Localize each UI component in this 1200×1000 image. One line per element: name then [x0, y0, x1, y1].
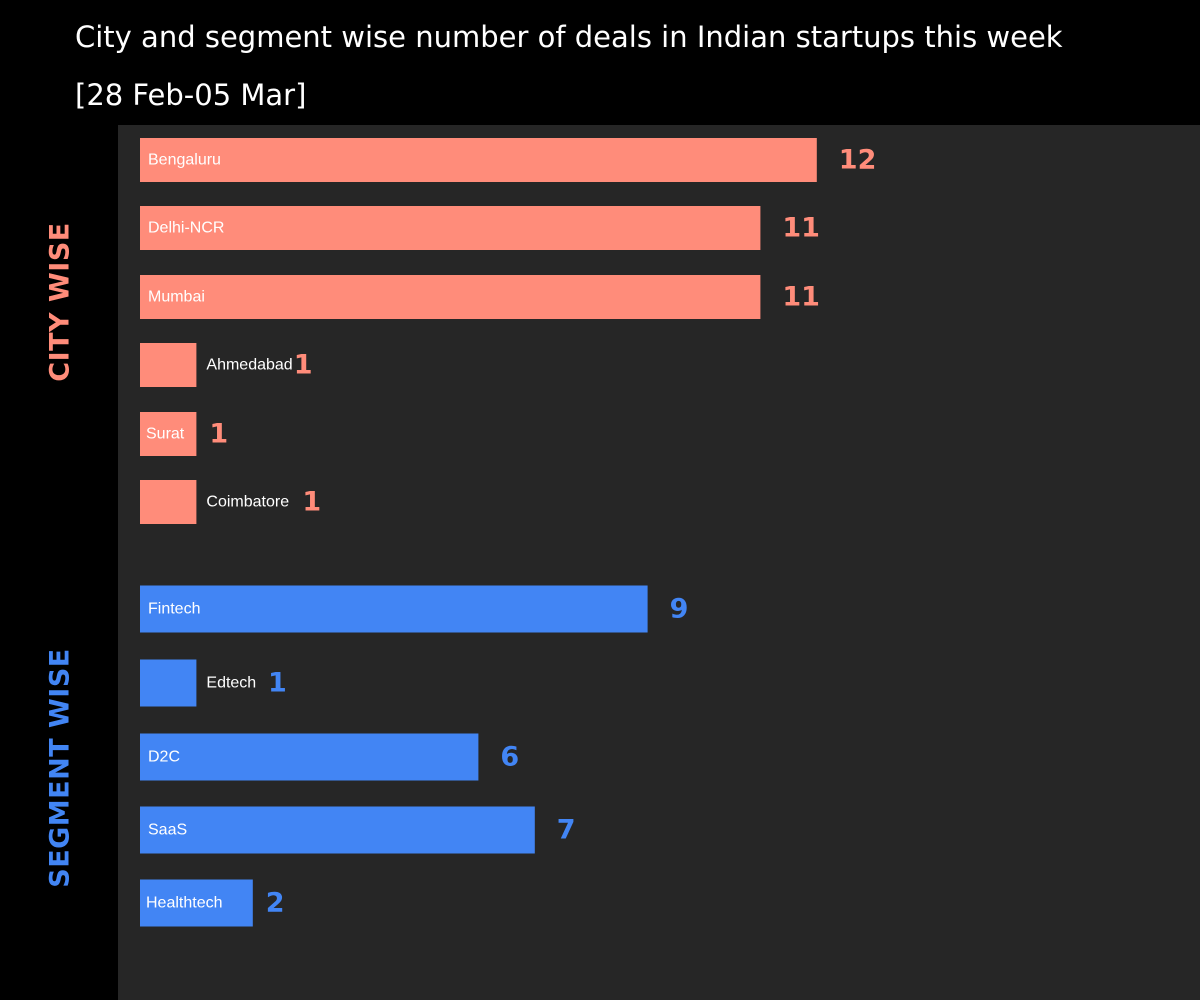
bar-ahmedabad — [140, 343, 197, 387]
bar-label-saas: SaaS — [148, 822, 187, 839]
bar-label-mumbai: Mumbai — [148, 289, 205, 306]
value-label-mumbai: 11 — [782, 282, 820, 313]
bar-d2c — [140, 733, 479, 781]
value-label-delhi-ncr: 11 — [782, 213, 820, 244]
bar-label-d2c: D2C — [148, 749, 180, 766]
value-label-surat: 1 — [209, 419, 228, 450]
bar-bengaluru — [140, 138, 817, 182]
bar-mumbai — [140, 275, 761, 319]
chart-title-line-2: [28 Feb-05 Mar] — [75, 78, 307, 112]
bar-label-delhi-ncr: Delhi-NCR — [148, 220, 224, 237]
bar-label-healthtech: Healthtech — [146, 895, 223, 912]
segment-bars-group: Fintech 9 Edtech 1 D2C 6 SaaS 7 Healthtech 2 — [140, 585, 689, 927]
chart-panel — [118, 125, 1200, 1000]
bar-saas — [140, 806, 535, 854]
chart-title: City and segment wise number of deals in… — [75, 8, 1175, 124]
value-label-d2c: 6 — [500, 742, 519, 773]
bar-label-fintech: Fintech — [148, 601, 200, 618]
value-label-edtech: 1 — [268, 668, 287, 699]
value-label-coimbatore: 1 — [302, 487, 321, 518]
bar-healthtech — [140, 879, 253, 927]
bar-edtech — [140, 659, 197, 707]
value-label-healthtech: 2 — [266, 888, 285, 919]
bar-surat — [140, 412, 197, 456]
value-label-bengaluru: 12 — [839, 145, 877, 176]
value-label-fintech: 9 — [670, 594, 689, 625]
bar-label-coimbatore: Coimbatore — [206, 494, 289, 511]
bar-fintech — [140, 585, 648, 633]
bar-label-bengaluru: Bengaluru — [148, 152, 221, 169]
bar-label-surat: Surat — [146, 426, 185, 443]
bar-coimbatore — [140, 480, 197, 524]
value-label-saas: 7 — [557, 815, 576, 846]
bar-delhi-ncr — [140, 206, 761, 250]
bar-label-edtech: Edtech — [206, 675, 256, 692]
chart-title-line-1: City and segment wise number of deals in… — [75, 20, 1063, 54]
bar-label-ahmedabad: Ahmedabad — [206, 357, 292, 374]
value-label-ahmedabad: 1 — [294, 350, 313, 381]
